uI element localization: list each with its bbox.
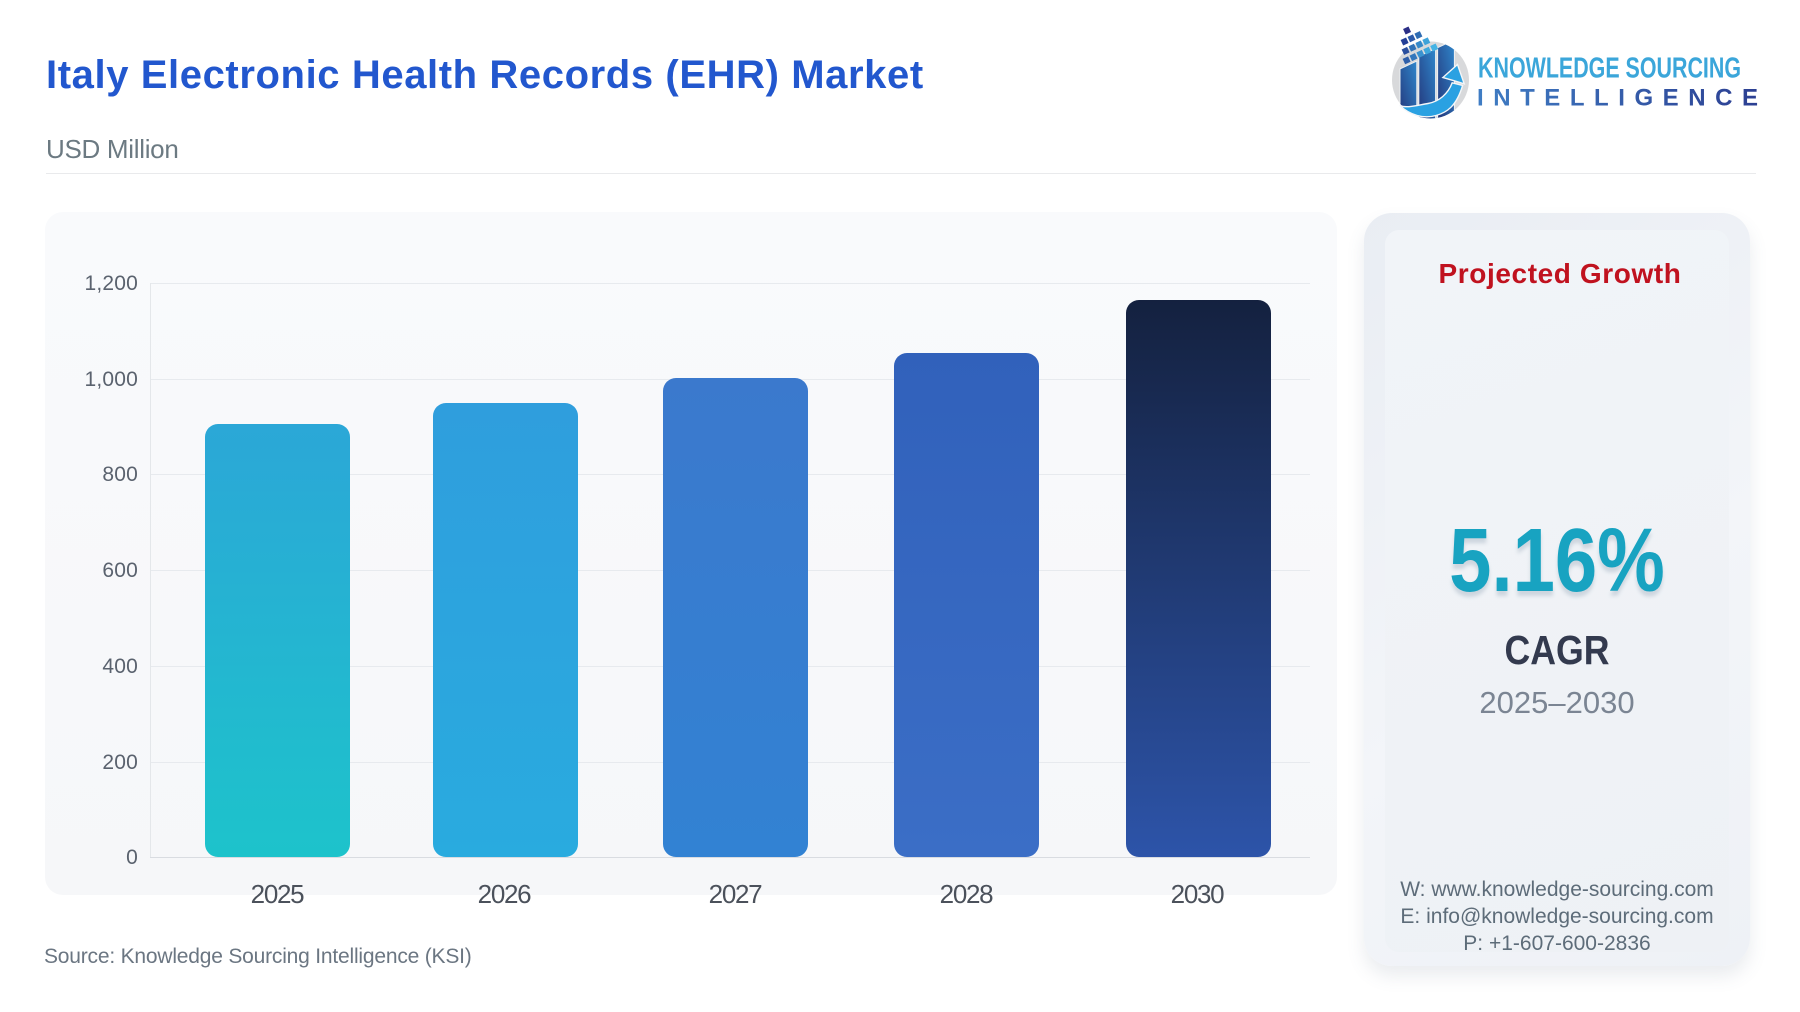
svg-text:INTELLIGENCE: INTELLIGENCE bbox=[1477, 85, 1758, 112]
svg-text:KNOWLEDGE SOURCING: KNOWLEDGE SOURCING bbox=[1478, 53, 1741, 85]
